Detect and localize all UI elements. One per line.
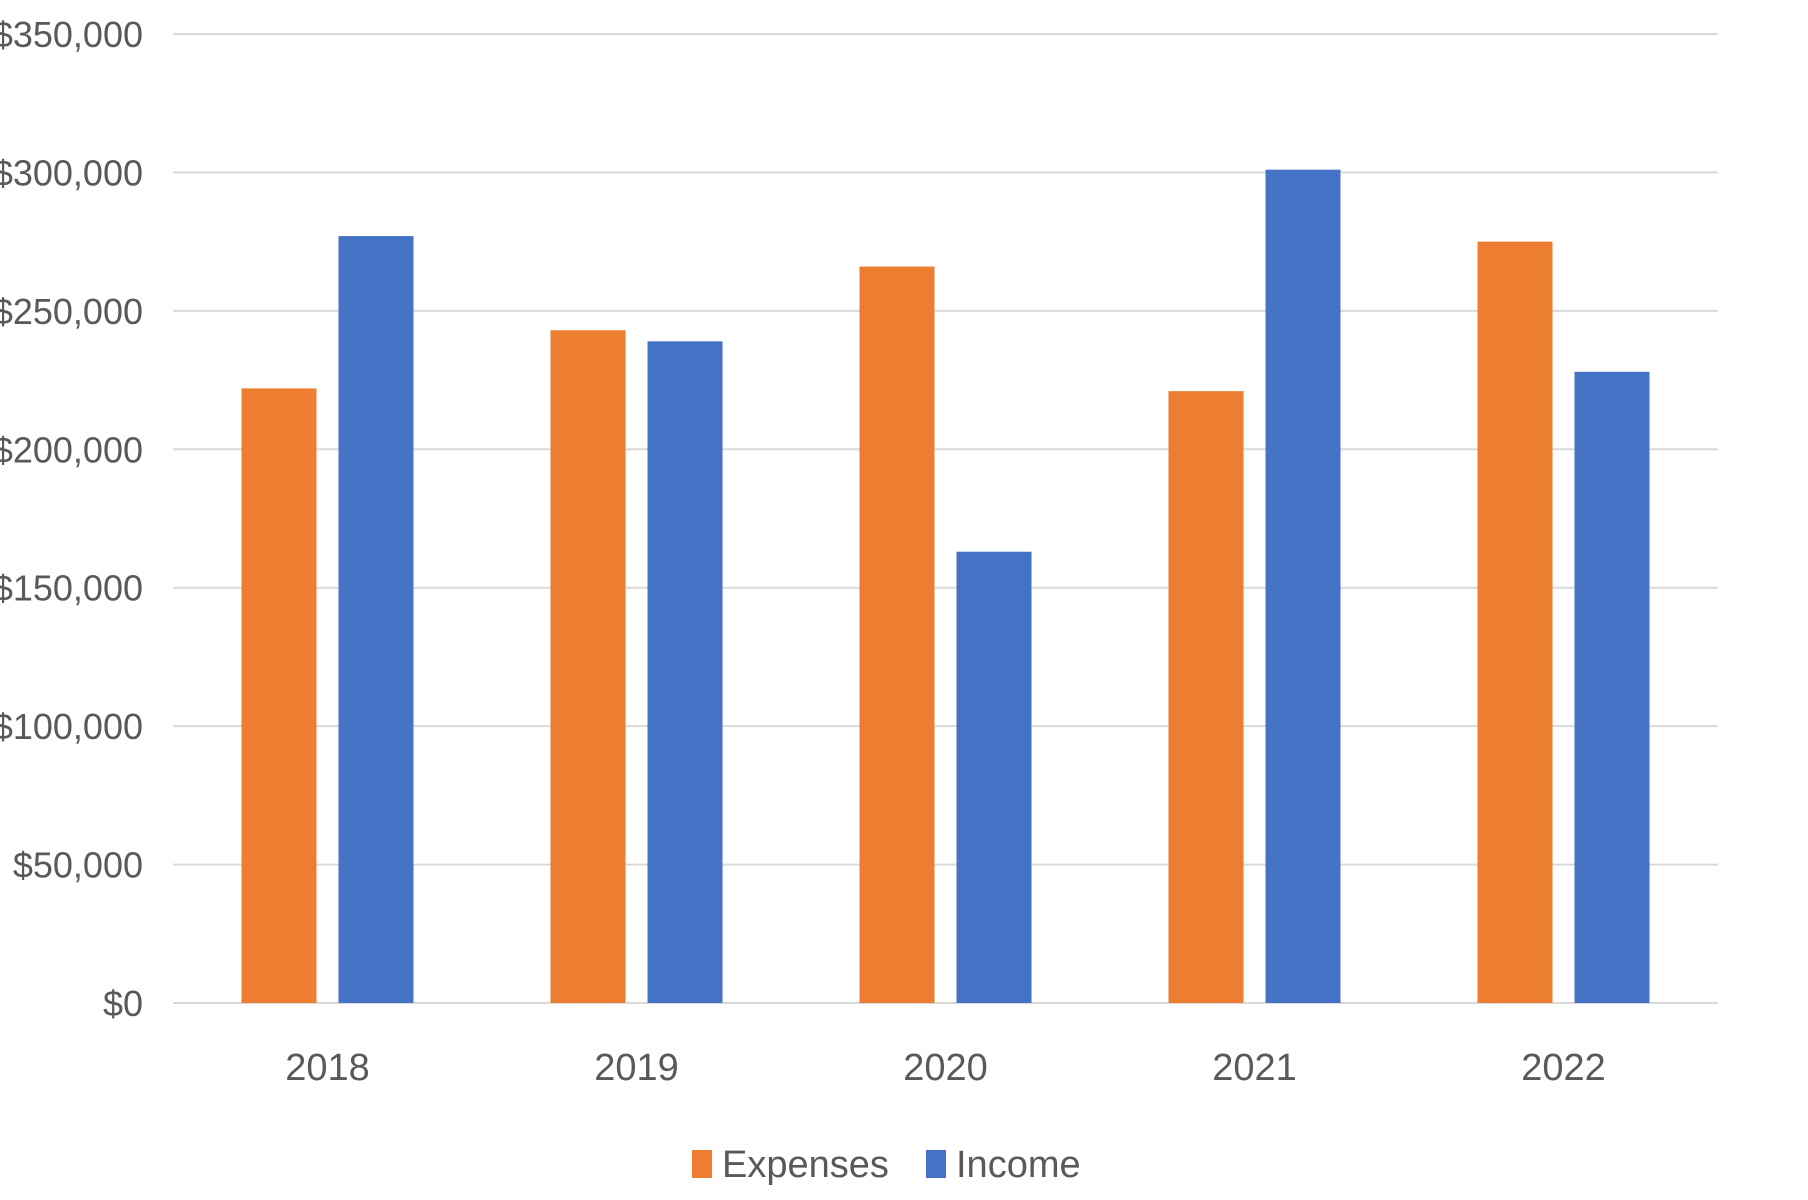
- bar-expenses-2022: [1477, 241, 1553, 1004]
- x-tick-label: 2019: [594, 1047, 679, 1089]
- bars: [241, 169, 1650, 1004]
- y-tick-label: $100,000: [0, 706, 143, 747]
- y-tick-label: $50,000: [13, 845, 143, 886]
- bar-income-2020: [956, 551, 1032, 1003]
- bar-expenses-2021: [1168, 391, 1244, 1003]
- bar-expenses-2020: [859, 266, 935, 1003]
- x-axis-ticks: 2018 2019 2020 2021 2022: [285, 1047, 1606, 1089]
- x-tick-label: 2021: [1212, 1047, 1297, 1089]
- legend-swatch-income: [926, 1150, 946, 1178]
- bar-income-2019: [647, 341, 723, 1004]
- y-tick-label: $300,000: [0, 152, 143, 193]
- gridlines: [173, 33, 1718, 1004]
- bar-income-2018: [338, 236, 414, 1003]
- y-tick-label: $150,000: [0, 568, 143, 609]
- y-tick-label: $0: [103, 983, 143, 1024]
- x-tick-label: 2022: [1521, 1047, 1606, 1089]
- x-tick-label: 2018: [285, 1047, 370, 1089]
- y-tick-label: $200,000: [0, 429, 143, 470]
- legend-label-expenses: Expenses: [722, 1144, 889, 1186]
- bar-expenses-2018: [241, 388, 317, 1003]
- legend: Expenses Income: [692, 1144, 1081, 1186]
- bar-income-2021: [1265, 169, 1341, 1003]
- bar-income-2022: [1574, 371, 1650, 1003]
- legend-label-income: Income: [956, 1144, 1081, 1186]
- legend-swatch-expenses: [692, 1150, 712, 1178]
- bar-expenses-2019: [550, 330, 626, 1003]
- y-tick-label: $350,000: [0, 14, 143, 55]
- x-tick-label: 2020: [903, 1047, 988, 1089]
- y-tick-label: $250,000: [0, 291, 143, 332]
- y-axis-ticks: $0 $50,000 $100,000 $150,000 $200,000 $250,00…: [0, 14, 143, 1024]
